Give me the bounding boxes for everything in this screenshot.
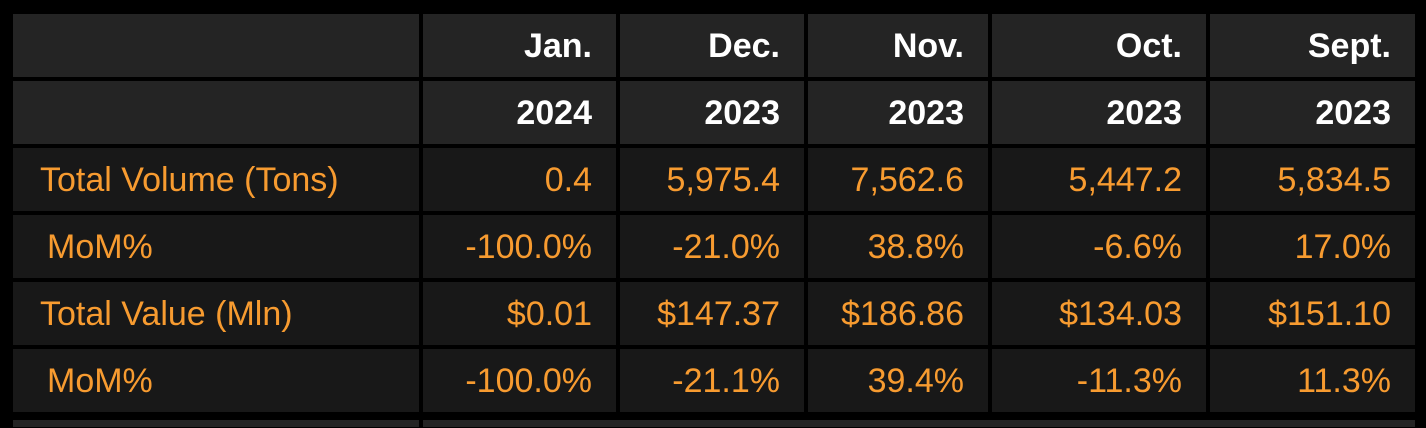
- value-cell: 38.8%: [808, 215, 988, 278]
- value-cell: $134.03: [992, 282, 1206, 345]
- month-header-jan: Jan.: [423, 14, 616, 77]
- value-cell: -21.1%: [620, 349, 804, 412]
- value-cell: 5,834.5: [1210, 148, 1415, 211]
- value-cell: 39.4%: [808, 349, 988, 412]
- month-header-sept: Sept.: [1210, 14, 1415, 77]
- value-cell: 5,447.2: [992, 148, 1206, 211]
- value-cell: -100.0%: [423, 349, 616, 412]
- monthly-stats-table: Jan. Dec. Nov. Oct. Sept. 2024 2023 2023…: [13, 14, 1415, 412]
- year-header-nov: 2023: [808, 81, 988, 144]
- value-cell: -6.6%: [992, 215, 1206, 278]
- value-cell: $151.10: [1210, 282, 1415, 345]
- row-label-total-value: Total Value (Mln): [13, 282, 419, 345]
- corner-blank-year: [13, 81, 419, 144]
- value-cell: -100.0%: [423, 215, 616, 278]
- value-cell: -11.3%: [992, 349, 1206, 412]
- value-cell: $186.86: [808, 282, 988, 345]
- partial-next-row-label: [13, 420, 419, 427]
- year-header-sept: 2023: [1210, 81, 1415, 144]
- value-cell: 5,975.4: [620, 148, 804, 211]
- year-header-oct: 2023: [992, 81, 1206, 144]
- value-cell: $147.37: [620, 282, 804, 345]
- row-label-mom-value: MoM%: [13, 349, 419, 412]
- corner-blank-month: [13, 14, 419, 77]
- value-cell: 11.3%: [1210, 349, 1415, 412]
- year-header-jan: 2024: [423, 81, 616, 144]
- value-cell: -21.0%: [620, 215, 804, 278]
- year-header-dec: 2023: [620, 81, 804, 144]
- value-cell: $0.01: [423, 282, 616, 345]
- month-header-nov: Nov.: [808, 14, 988, 77]
- value-cell: 17.0%: [1210, 215, 1415, 278]
- row-label-total-volume: Total Volume (Tons): [13, 148, 419, 211]
- month-header-dec: Dec.: [620, 14, 804, 77]
- value-cell: 7,562.6: [808, 148, 988, 211]
- row-label-mom-volume: MoM%: [13, 215, 419, 278]
- value-cell: 0.4: [423, 148, 616, 211]
- partial-next-row-body: [423, 420, 1415, 427]
- month-header-oct: Oct.: [992, 14, 1206, 77]
